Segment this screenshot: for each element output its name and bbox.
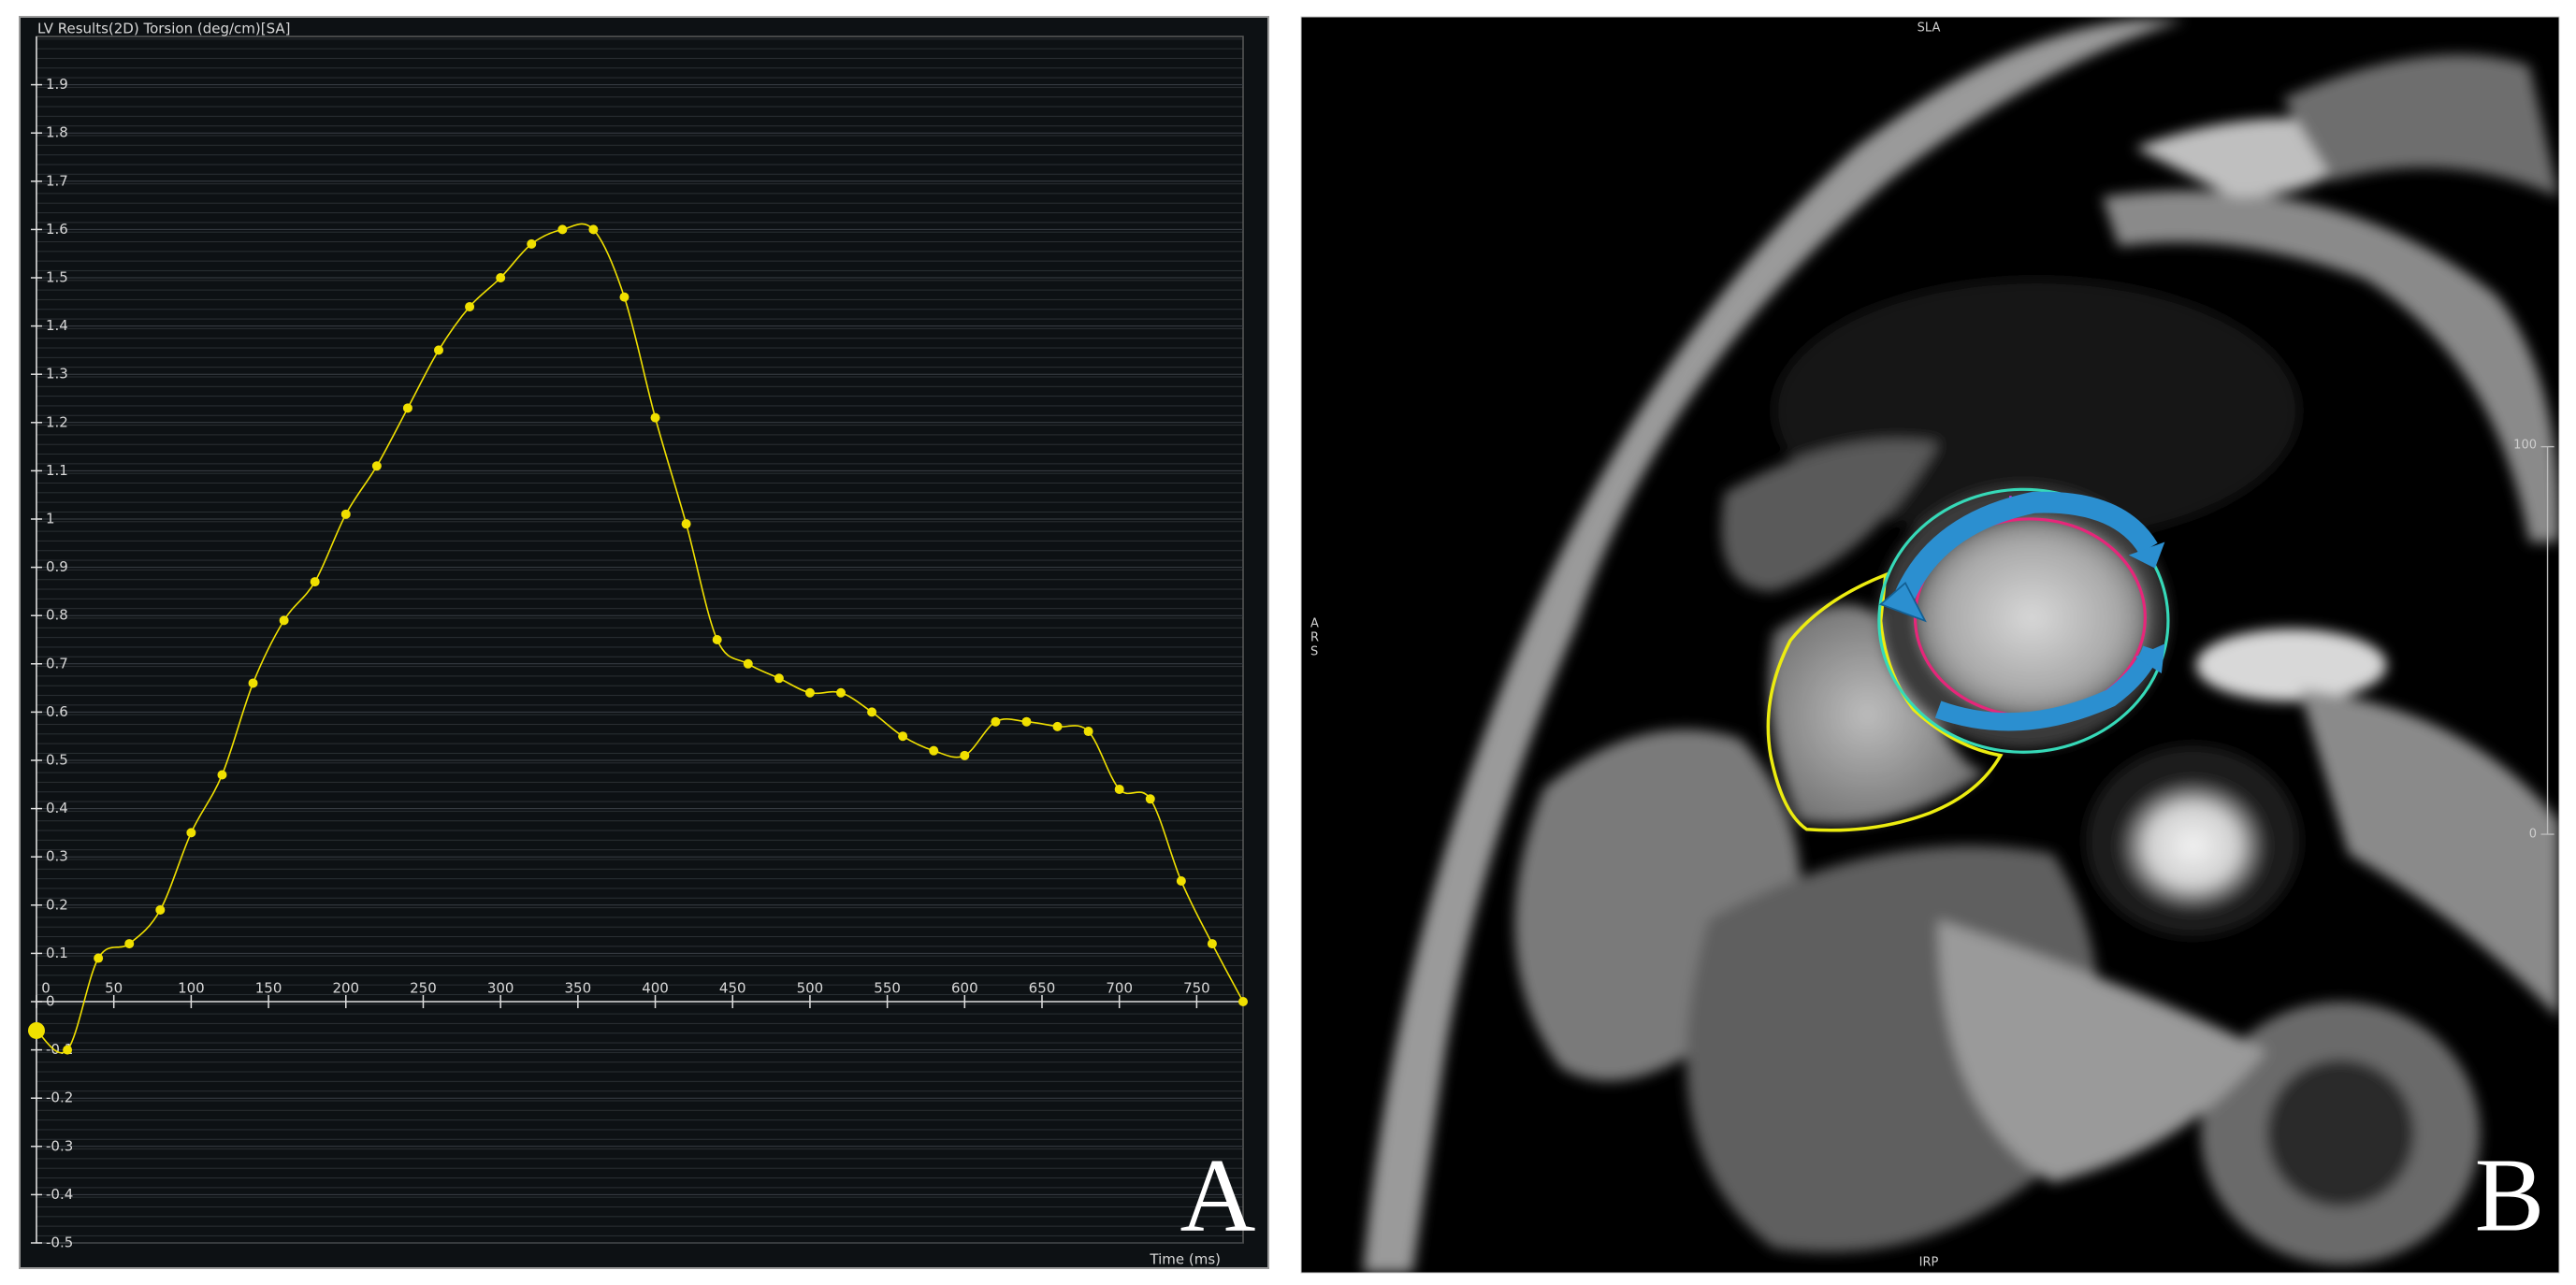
scale-min: 0 [2529, 828, 2537, 842]
mri-image [1300, 16, 2559, 1273]
data-point [63, 1045, 73, 1055]
data-point [1238, 997, 1248, 1006]
data-point [248, 678, 258, 688]
fine-grid [36, 36, 1243, 1243]
y-tick-label: -0.5 [46, 1234, 73, 1251]
y-tick-label: 0.8 [46, 607, 68, 624]
data-point [929, 745, 939, 756]
y-tick-label: 1.6 [46, 221, 68, 238]
data-point [155, 904, 166, 915]
y-tick-label: 1.9 [46, 76, 68, 93]
data-point [1083, 727, 1093, 737]
y-tick-label: 1.1 [46, 462, 68, 479]
data-point [991, 716, 1001, 727]
data-point [28, 1021, 45, 1039]
y-tick-label: -0.2 [46, 1090, 73, 1106]
data-point [1207, 939, 1217, 949]
image-labels: SLA IRP A R S 100 0 B [1310, 22, 2544, 1270]
data-point [434, 345, 443, 355]
y-tick-label: 0.4 [46, 800, 68, 816]
data-point [557, 224, 568, 235]
panel-label: A [1180, 1138, 1256, 1254]
x-tick-label: 350 [565, 980, 592, 997]
data-point [1021, 716, 1032, 727]
data-point [960, 750, 970, 760]
data-point [867, 707, 877, 717]
x-tick-label: 650 [1029, 980, 1056, 997]
x-tick-label: 200 [332, 980, 359, 997]
chart-layer: -0.5-0.4-0.3-0.2-0.100.10.20.30.40.50.60… [28, 36, 1248, 1251]
x-tick-label: 750 [1183, 980, 1210, 997]
data-point [898, 731, 908, 742]
y-tick-label: 1.8 [46, 124, 68, 141]
data-point [371, 461, 382, 471]
x-tick-label: 300 [487, 980, 514, 997]
y-tick-label: 1.7 [46, 172, 68, 189]
data-point [681, 519, 691, 529]
data-point [1176, 876, 1186, 886]
x-tick-label: 500 [797, 980, 824, 997]
data-point [186, 828, 196, 838]
data-point [217, 770, 227, 780]
x-tick-label: 150 [255, 980, 282, 997]
orientation-top: SLA [1918, 22, 1941, 36]
data-point [743, 658, 753, 669]
y-tick-label: 0.5 [46, 752, 68, 769]
y-tick-label: -0.4 [46, 1186, 73, 1203]
y-tick-label: 0.1 [46, 945, 68, 961]
orientation-left: S [1310, 645, 1318, 659]
panel-label: B [2475, 1138, 2545, 1254]
x-tick-label: 50 [105, 980, 123, 997]
x-tick-label: 100 [178, 980, 205, 997]
x-axis-label: Time (ms) [1149, 1251, 1221, 1268]
data-point [588, 224, 599, 235]
y-tick-label: 0.6 [46, 703, 68, 720]
y-tick-label: 0.9 [46, 558, 68, 575]
y-tick-label: 1.4 [46, 317, 68, 334]
x-tick-label: 250 [410, 980, 437, 997]
x-tick-label: 400 [642, 980, 669, 997]
data-point [465, 301, 475, 311]
data-point [94, 953, 104, 963]
data-point [650, 412, 660, 423]
data-point [527, 238, 537, 249]
y-tick-label: 1 [46, 511, 55, 527]
data-point [402, 403, 412, 413]
y-tick-label: 1.2 [46, 413, 68, 430]
y-tick-label: 1.3 [46, 366, 68, 383]
y-tick-label: 0.2 [46, 896, 68, 913]
data-point [1052, 721, 1063, 731]
orientation-left: A [1310, 617, 1319, 631]
data-point [836, 687, 846, 698]
panel-b-frame [1300, 16, 2560, 1274]
orientation-left: R [1310, 631, 1319, 645]
scale-max: 100 [2513, 439, 2537, 453]
data-point [496, 273, 506, 282]
data-point [712, 635, 722, 644]
data-point [774, 673, 784, 684]
torsion-line [36, 223, 1244, 1054]
x-tick-label: 600 [951, 980, 978, 997]
data-point [1145, 794, 1155, 804]
x-tick-label: 700 [1106, 980, 1133, 997]
chart-title: LV Results(2D) Torsion (deg/cm)[SA] [37, 21, 291, 37]
x-tick-label: 550 [874, 980, 901, 997]
y-tick-label: 0.3 [46, 848, 68, 865]
data-point [340, 509, 351, 519]
orientation-bottom: IRP [1919, 1256, 1939, 1270]
data-point [279, 615, 289, 626]
data-point [1114, 784, 1124, 794]
y-tick-label: 0.7 [46, 655, 68, 671]
data-point [804, 687, 815, 698]
data-point [310, 577, 320, 587]
y-tick-label: 1.5 [46, 269, 68, 286]
y-tick-label: -0.3 [46, 1137, 73, 1154]
x-tick-label: 0 [41, 980, 51, 997]
data-point [619, 292, 630, 302]
data-point [124, 939, 135, 949]
x-tick-label: 450 [719, 980, 746, 997]
